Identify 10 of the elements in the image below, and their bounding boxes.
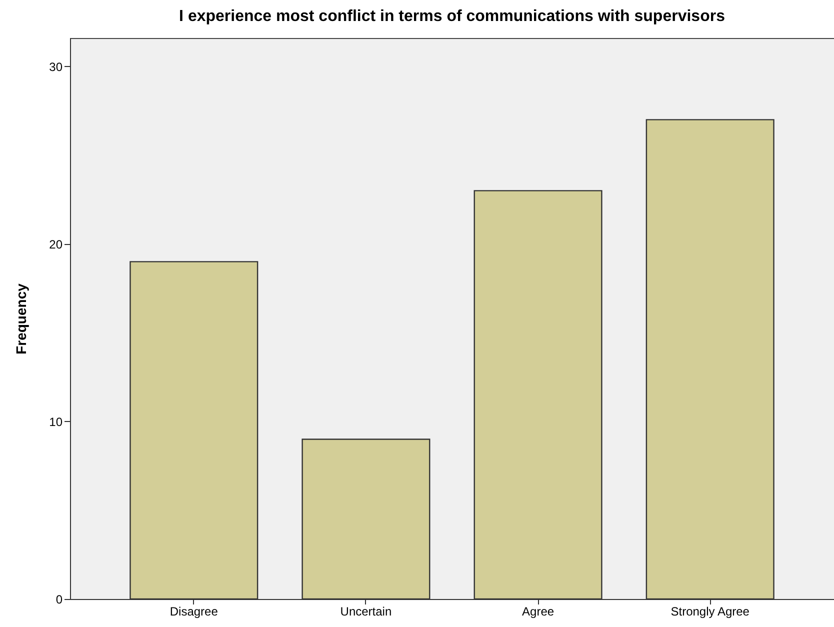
x-tick-label: Agree (522, 604, 554, 618)
y-tick-label: 30 (49, 60, 63, 74)
y-tick-label: 0 (56, 592, 63, 606)
x-tick-label: Disagree (170, 604, 218, 618)
chart-title: I experience most conflict in terms of communications with supervisors (179, 8, 726, 25)
y-tick-label: 20 (49, 237, 63, 252)
y-axis-title: Frequency (13, 283, 30, 354)
x-tick-label: Strongly Agree (670, 604, 750, 618)
y-tick-label: 10 (49, 414, 63, 429)
x-tick-label: Uncertain (340, 604, 392, 618)
